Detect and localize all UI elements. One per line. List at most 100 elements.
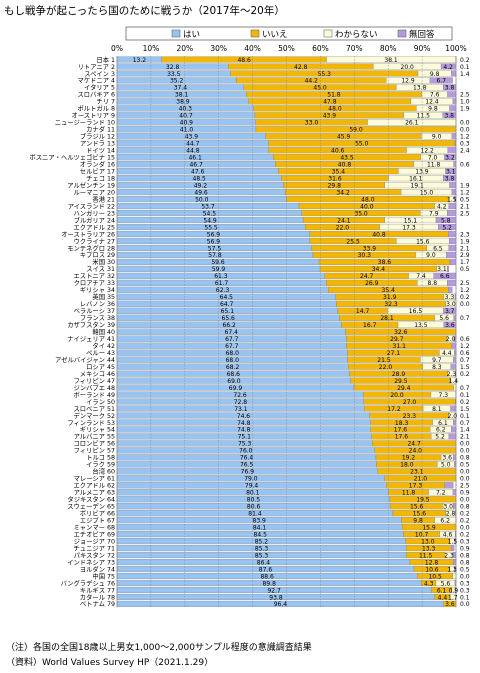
data-label-noanswer-outside: 2.1 bbox=[460, 245, 470, 252]
data-label-noanswer-outside: 1.4 bbox=[460, 71, 470, 78]
data-label-dontknow: 19.1 bbox=[411, 182, 425, 189]
data-label-dontknow: 3.3 bbox=[445, 294, 455, 301]
data-label-yes: 85.3 bbox=[255, 552, 269, 559]
category-label: チリ 7 bbox=[96, 98, 115, 106]
data-label-yes: 93.8 bbox=[269, 594, 283, 601]
data-label-dontknow: 2.8 bbox=[446, 510, 456, 517]
data-label-no: 33.9 bbox=[363, 245, 377, 252]
data-label-noanswer-outside: 0.0 bbox=[460, 127, 470, 134]
data-label-no: 15.9 bbox=[422, 524, 436, 531]
data-label-no: 45.0 bbox=[313, 85, 327, 92]
bar-noanswer bbox=[449, 182, 457, 189]
category-label: ヨルダン 74 bbox=[80, 564, 115, 573]
data-label-noanswer-outside: 1.2 bbox=[460, 343, 470, 350]
data-label-dontknow: 38.1 bbox=[384, 57, 398, 64]
data-label-yes: 50.0 bbox=[195, 196, 209, 203]
data-label-dontknow: 8.8 bbox=[427, 280, 437, 287]
data-label-no: 42.8 bbox=[294, 64, 308, 71]
bar-noanswer bbox=[447, 265, 450, 272]
data-label-dontknow: 15.1 bbox=[404, 217, 418, 224]
bar-noanswer bbox=[429, 77, 453, 84]
data-label-noanswer-outside: 0.0 bbox=[460, 524, 470, 531]
data-label-no: 40.0 bbox=[360, 203, 374, 210]
data-label-dontknow: 2.3 bbox=[447, 371, 457, 378]
data-label-noanswer-outside: 0.3 bbox=[460, 538, 470, 545]
data-label-noanswer: 4.2 bbox=[443, 64, 453, 71]
category-label: デンマーク 52 bbox=[74, 411, 116, 420]
data-label-no: 15.6 bbox=[410, 504, 424, 511]
data-label-no: 9.8 bbox=[413, 517, 423, 524]
data-label-yes: 65.1 bbox=[221, 308, 235, 315]
category-label: フィリピン 47 bbox=[74, 377, 115, 385]
category-label: アンドラ 13 bbox=[80, 140, 115, 148]
category-label: ボリビア 66 bbox=[80, 508, 115, 517]
x-tick-label: 40% bbox=[244, 44, 261, 53]
data-label-noanswer-outside: 0.7 bbox=[460, 315, 470, 322]
category-label: スロベニア 51 bbox=[74, 405, 116, 413]
data-label-yes: 46.1 bbox=[188, 155, 202, 162]
bar-noanswer bbox=[453, 161, 456, 168]
data-label-yes: 61.7 bbox=[215, 280, 229, 287]
data-label-noanswer-outside: 1.5 bbox=[460, 406, 470, 413]
data-label-no: 24.7 bbox=[407, 441, 421, 448]
data-label-noanswer-outside: 0.2 bbox=[460, 399, 470, 406]
data-label-no: 33.0 bbox=[305, 120, 319, 127]
data-label-noanswer: 3.2 bbox=[445, 155, 455, 162]
category-label: 韓国 40 bbox=[92, 327, 115, 336]
data-label-yes: 76.5 bbox=[240, 462, 254, 469]
data-label-no: 23.1 bbox=[410, 469, 424, 476]
x-tick-label: 50% bbox=[278, 44, 295, 53]
bar-noanswer bbox=[453, 419, 456, 426]
data-label-noanswer-outside: 2.5 bbox=[460, 483, 470, 490]
data-label-yes: 33.5 bbox=[167, 71, 181, 78]
data-label-noanswer-outside: 1.7 bbox=[460, 259, 470, 266]
data-label-yes: 84.1 bbox=[253, 524, 267, 531]
data-label-no: 35.4 bbox=[332, 168, 346, 175]
data-label-yes: 40.3 bbox=[179, 106, 193, 113]
legend-label-yes: はい bbox=[183, 30, 200, 40]
category-label: インドネシア 73 bbox=[67, 558, 115, 566]
data-label-no: 6.1 bbox=[437, 587, 447, 594]
data-label-noanswer-outside: 2.5 bbox=[460, 210, 470, 217]
data-label-noanswer-outside: 0.1 bbox=[460, 413, 470, 420]
data-label-no: 32.3 bbox=[384, 301, 398, 308]
category-label: イラク 59 bbox=[86, 461, 115, 469]
data-label-yes: 43.9 bbox=[185, 134, 199, 141]
data-label-noanswer-outside: 0.5 bbox=[460, 196, 470, 203]
data-label-no: 55.0 bbox=[355, 141, 369, 148]
data-label-yes: 89.8 bbox=[263, 580, 277, 587]
data-label-noanswer-outside: 1.9 bbox=[460, 182, 470, 189]
data-label-no: 29.8 bbox=[328, 182, 342, 189]
data-label-dontknow: 7.6 bbox=[430, 92, 440, 99]
data-label-yes: 67.7 bbox=[225, 343, 239, 350]
data-label-noanswer-outside: 0.8 bbox=[460, 504, 470, 511]
legend-swatch-noanswer bbox=[397, 29, 407, 38]
data-label-dontknow: 1.5 bbox=[448, 538, 458, 545]
data-label-no: 24.0 bbox=[409, 448, 423, 455]
data-label-dontknow: 7.0 bbox=[428, 155, 438, 162]
data-label-no: 17.6 bbox=[395, 434, 409, 441]
bar-noanswer bbox=[451, 426, 457, 433]
bar-noanswer bbox=[447, 147, 457, 154]
data-label-noanswer-outside: 1.9 bbox=[460, 238, 470, 245]
bar-noanswer bbox=[450, 405, 456, 412]
data-label-noanswer-outside: 0.7 bbox=[460, 385, 470, 392]
data-label-yes: 41.0 bbox=[180, 127, 194, 134]
data-label-dontknow: 13.8 bbox=[413, 85, 427, 92]
data-label-yes: 76.4 bbox=[240, 455, 254, 462]
data-label-noanswer-outside: 0.9 bbox=[460, 490, 470, 497]
x-tick-label: 80% bbox=[380, 44, 397, 53]
data-label-yes: 64.5 bbox=[220, 294, 234, 301]
data-label-no: 35.0 bbox=[354, 210, 368, 217]
data-label-dontknow: 3.0 bbox=[446, 301, 456, 308]
data-label-no: 22.0 bbox=[336, 224, 350, 231]
data-label-dontknow: 2.0 bbox=[447, 413, 457, 420]
category-label: オランダ 16 bbox=[80, 159, 115, 168]
data-label-dontknow: 15.6 bbox=[416, 238, 430, 245]
data-label-yes: 79.0 bbox=[244, 476, 258, 483]
data-label-yes: 85.2 bbox=[255, 538, 269, 545]
data-label-no: 40.8 bbox=[338, 161, 352, 168]
data-label-no: 32.6 bbox=[394, 329, 408, 336]
data-label-dontknow: 0.9 bbox=[449, 587, 459, 594]
